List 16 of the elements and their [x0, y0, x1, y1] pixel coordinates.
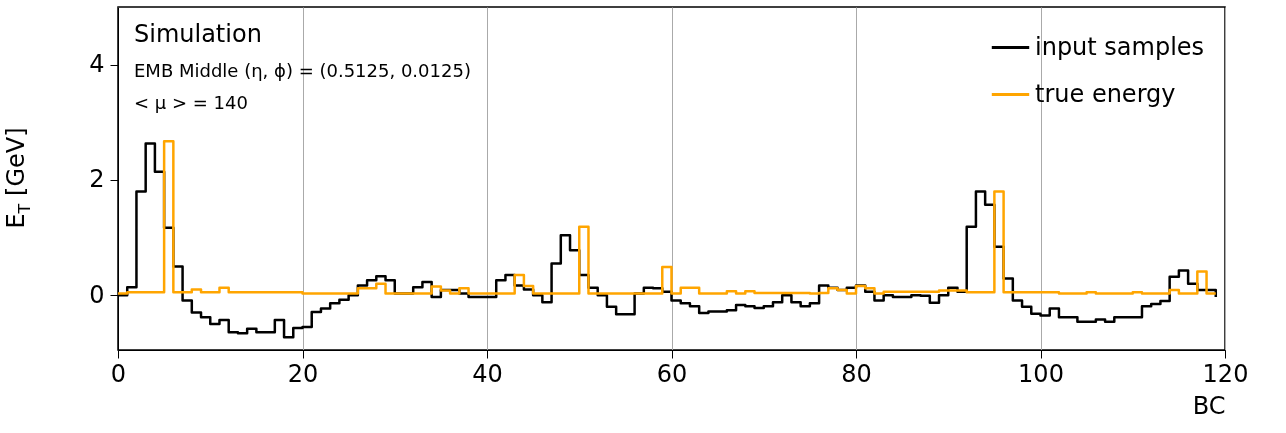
annotation: Simulation	[134, 20, 262, 48]
y-tick-label: 2	[89, 165, 105, 194]
x-tick-label: 120	[1202, 359, 1249, 388]
annotation: EMB Middle (η, ϕ) = (0.5125, 0.0125)	[134, 60, 471, 81]
y-tick-label: 4	[89, 50, 105, 79]
legend-label: input samples	[1035, 32, 1205, 61]
x-tick-label: 0	[110, 359, 127, 388]
x-tick-label: 80	[841, 359, 872, 388]
y-tick-label: 0	[89, 280, 105, 309]
x-tick-label: 100	[1018, 359, 1064, 388]
legend-label: true energy	[1035, 79, 1176, 108]
x-tick-label: 40	[472, 359, 503, 388]
x-tick-label: 20	[287, 359, 319, 388]
x-tick-label: 60	[656, 359, 688, 388]
x-axis-title: BC	[1192, 391, 1226, 420]
annotation: < μ > = 140	[134, 92, 248, 113]
